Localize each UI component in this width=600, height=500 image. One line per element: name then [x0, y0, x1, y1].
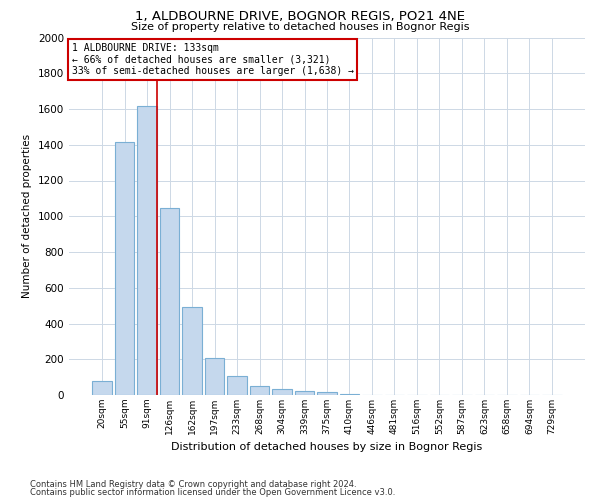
- Bar: [272, 388, 292, 395]
- Text: Contains HM Land Registry data © Crown copyright and database right 2024.: Contains HM Land Registry data © Crown c…: [30, 480, 356, 489]
- Text: Size of property relative to detached houses in Bognor Regis: Size of property relative to detached ho…: [131, 22, 469, 32]
- Bar: [160, 208, 179, 395]
- Bar: [317, 392, 337, 395]
- Y-axis label: Number of detached properties: Number of detached properties: [22, 134, 32, 298]
- Bar: [250, 386, 269, 395]
- X-axis label: Distribution of detached houses by size in Bognor Regis: Distribution of detached houses by size …: [172, 442, 482, 452]
- Bar: [295, 391, 314, 395]
- Bar: [115, 142, 134, 395]
- Bar: [137, 106, 157, 395]
- Text: 1 ALDBOURNE DRIVE: 133sqm
← 66% of detached houses are smaller (3,321)
33% of se: 1 ALDBOURNE DRIVE: 133sqm ← 66% of detac…: [71, 43, 353, 76]
- Text: 1, ALDBOURNE DRIVE, BOGNOR REGIS, PO21 4NE: 1, ALDBOURNE DRIVE, BOGNOR REGIS, PO21 4…: [135, 10, 465, 23]
- Bar: [92, 380, 112, 395]
- Text: Contains public sector information licensed under the Open Government Licence v3: Contains public sector information licen…: [30, 488, 395, 497]
- Bar: [340, 394, 359, 395]
- Bar: [227, 376, 247, 395]
- Bar: [205, 358, 224, 395]
- Bar: [182, 308, 202, 395]
